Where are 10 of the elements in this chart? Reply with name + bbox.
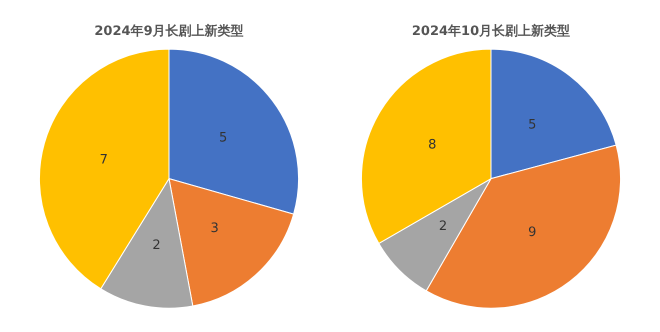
data-label: 2 — [152, 238, 161, 253]
data-label: 7 — [100, 152, 108, 168]
data-label: 3 — [210, 221, 219, 236]
data-label: 5 — [528, 117, 536, 132]
data-label: 9 — [528, 224, 536, 240]
data-label: 8 — [428, 137, 436, 152]
data-label: 2 — [438, 219, 448, 234]
chart-title: 2024年10月长剧上新类型 — [412, 23, 570, 39]
data-label: 5 — [218, 130, 228, 146]
chart-title: 2024年9月长剧上新类型 — [94, 23, 244, 39]
